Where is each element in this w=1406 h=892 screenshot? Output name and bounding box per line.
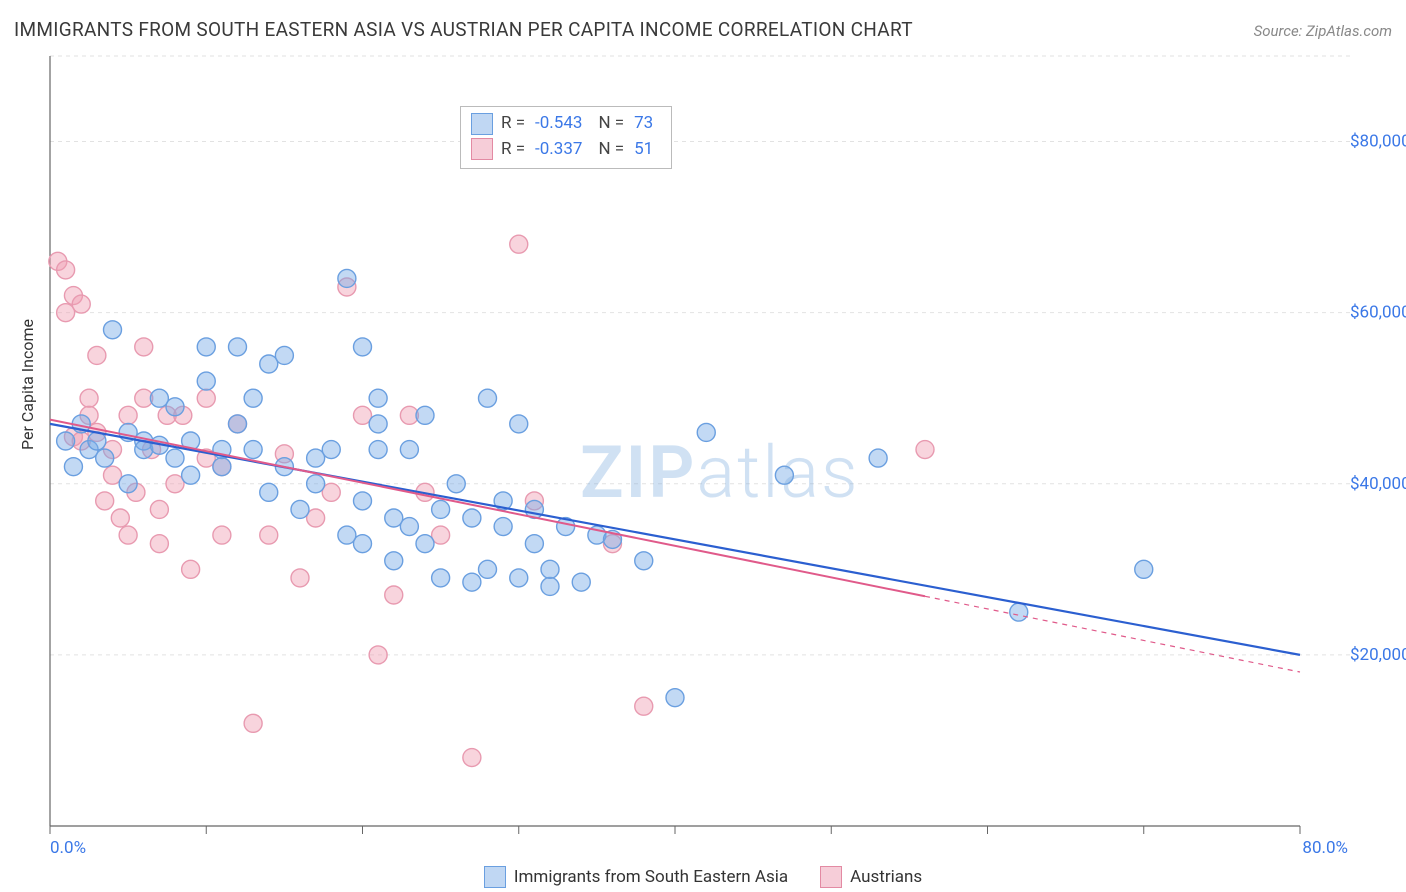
r-value-aut: -0.337	[535, 137, 582, 163]
svg-text:$20,000: $20,000	[1350, 645, 1406, 665]
svg-text:$60,000: $60,000	[1350, 303, 1406, 323]
r-label: R =	[501, 137, 525, 163]
stats-legend: R = -0.543 N = 73 R = -0.337 N = 51	[460, 106, 672, 169]
stats-row-sea: R = -0.543 N = 73	[471, 111, 661, 137]
stats-row-aut: R = -0.337 N = 51	[471, 137, 661, 163]
series-legend: Immigrants from South Eastern Asia Austr…	[0, 866, 1406, 888]
y-axis-label: Per Capita Income	[18, 319, 37, 450]
x-axis-min-label: 0.0%	[50, 838, 86, 858]
legend-label-aut: Austrians	[850, 867, 922, 887]
x-axis-max-label: 80.0%	[1302, 838, 1348, 858]
n-label: N =	[598, 111, 624, 137]
source-credit: Source: ZipAtlas.com	[1254, 22, 1392, 40]
chart-header: IMMIGRANTS FROM SOUTH EASTERN ASIA VS AU…	[14, 18, 1392, 41]
legend-item-aut: Austrians	[820, 866, 922, 888]
swatch-sea-icon	[484, 866, 506, 888]
n-value-aut: 51	[634, 137, 653, 163]
swatch-aut	[471, 138, 493, 160]
source-name: ZipAtlas.com	[1306, 22, 1392, 40]
legend-label-sea: Immigrants from South Eastern Asia	[514, 867, 788, 887]
source-prefix: Source:	[1254, 22, 1306, 40]
chart-area: Per Capita Income $20,000$40,000$60,000$…	[0, 50, 1406, 892]
n-label: N =	[598, 137, 624, 163]
svg-text:$80,000: $80,000	[1350, 132, 1406, 152]
r-value-sea: -0.543	[535, 111, 582, 137]
swatch-sea	[471, 113, 493, 135]
legend-item-sea: Immigrants from South Eastern Asia	[484, 866, 788, 888]
chart-title: IMMIGRANTS FROM SOUTH EASTERN ASIA VS AU…	[14, 18, 913, 41]
svg-text:$40,000: $40,000	[1350, 474, 1406, 494]
n-value-sea: 73	[634, 111, 653, 137]
r-label: R =	[501, 111, 525, 137]
scatter-plot: $20,000 $40,000 $60,000 $80,000	[0, 50, 1406, 860]
swatch-aut-icon	[820, 866, 842, 888]
